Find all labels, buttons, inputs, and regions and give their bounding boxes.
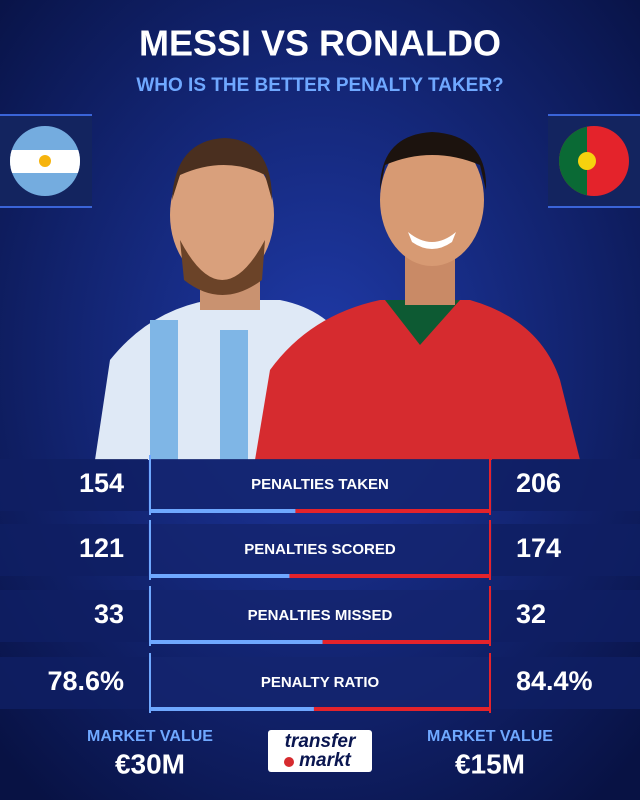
- row-right-panel: [492, 657, 640, 709]
- messi-bar: [150, 707, 314, 711]
- ronaldo-market-value: €15M: [455, 748, 525, 779]
- row-right-panel: [492, 524, 640, 576]
- ronaldo-bar: [289, 574, 490, 578]
- stat-label: PENALTY RATIO: [261, 674, 380, 691]
- messi-bar: [150, 574, 290, 578]
- ronaldo-value: 206: [516, 468, 561, 498]
- subtitle: WHO IS THE BETTER PENALTY TAKER?: [136, 75, 503, 96]
- messi-market-value: €30M: [115, 748, 185, 779]
- logo-line2: markt: [299, 750, 351, 771]
- messi-value: 121: [79, 533, 124, 563]
- ronaldo-value: 84.4%: [516, 666, 593, 696]
- ronaldo-value: 32: [516, 599, 546, 629]
- row-left-panel: [0, 524, 148, 576]
- row-center-panel: [150, 524, 490, 576]
- row-left-panel: [0, 459, 148, 511]
- messi-market-caption: MARKET VALUE: [87, 728, 213, 745]
- title: MESSI VS RONALDO: [139, 23, 501, 64]
- ronaldo-market-caption: MARKET VALUE: [427, 728, 553, 745]
- logo-line1: transfer: [285, 731, 357, 752]
- row-center-panel: [150, 590, 490, 642]
- row-center-panel: [150, 657, 490, 709]
- stats: PENALTIES TAKEN 154 206 PENALTIES SCORED 121…: [0, 455, 640, 713]
- ronaldo-value: 174: [516, 533, 561, 563]
- messi-value: 154: [79, 468, 124, 498]
- messi-bar: [150, 509, 296, 513]
- ronaldo-photo: [255, 132, 580, 460]
- row-left-panel: [0, 657, 148, 709]
- messi-value: 78.6%: [47, 666, 124, 696]
- argentina-flag: [0, 114, 92, 208]
- row-center-panel: [150, 459, 490, 511]
- messi-value: 33: [94, 599, 124, 629]
- portugal-flag: [548, 114, 640, 208]
- messi-bar: [150, 640, 323, 644]
- ronaldo-bar: [322, 640, 490, 644]
- row-right-panel: [492, 590, 640, 642]
- logo: transfer markt: [268, 730, 372, 772]
- ronaldo-bar: [313, 707, 490, 711]
- stat-label: PENALTIES TAKEN: [251, 476, 389, 493]
- stat-label: PENALTIES SCORED: [244, 541, 396, 558]
- row-left-panel: [0, 590, 148, 642]
- stat-label: PENALTIES MISSED: [248, 607, 393, 624]
- ronaldo-bar: [295, 509, 490, 513]
- row-right-panel: [492, 459, 640, 511]
